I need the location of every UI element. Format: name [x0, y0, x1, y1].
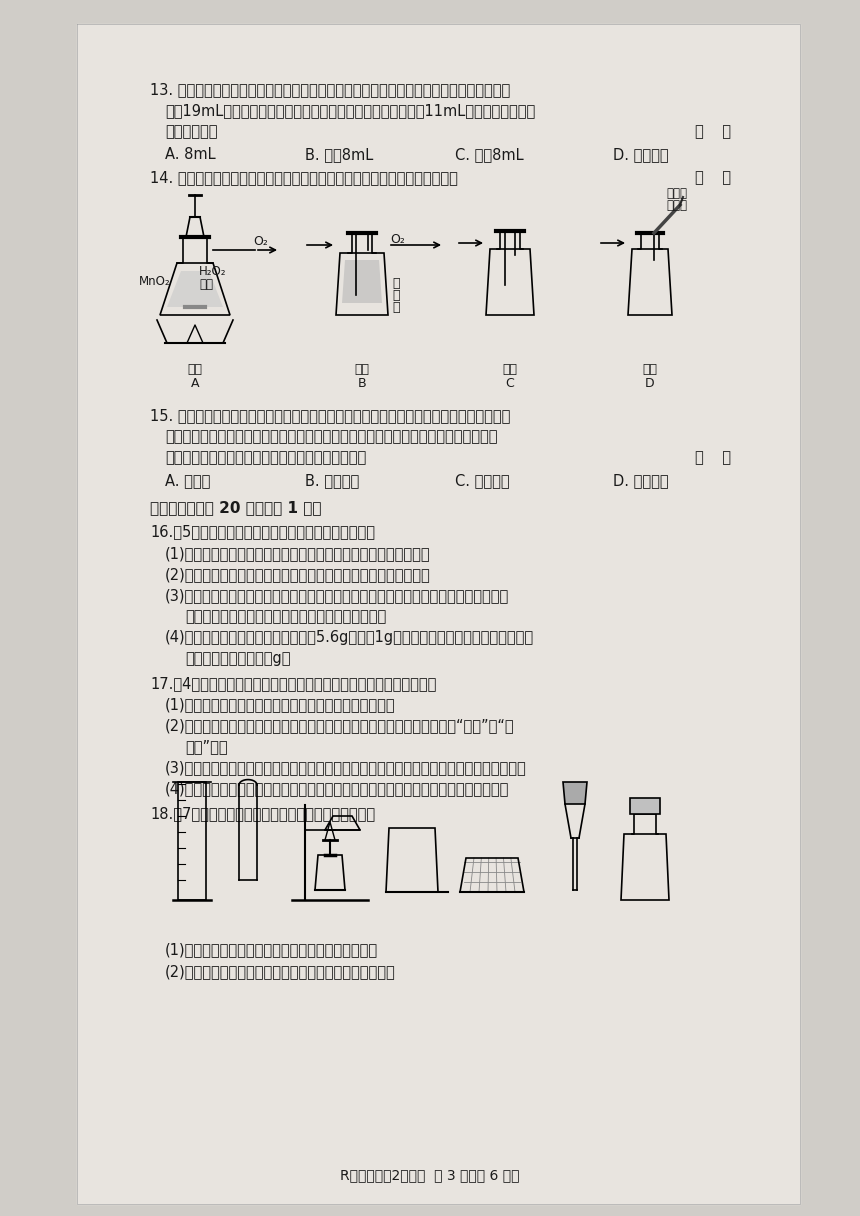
Text: A: A: [191, 377, 200, 390]
Text: 制取: 制取: [187, 364, 202, 376]
Text: (1)吸取和滴加少量液体时，需要用＿＿＿＿＿＿＿。: (1)吸取和滴加少量液体时，需要用＿＿＿＿＿＿＿。: [165, 942, 378, 957]
Polygon shape: [563, 782, 587, 804]
Text: MnO₂: MnO₂: [139, 275, 170, 288]
Text: (1)在初中化学实验中所选的托盘天平一般精确到＿＿＿＿＿＿＿；: (1)在初中化学实验中所选的托盘天平一般精确到＿＿＿＿＿＿＿；: [165, 546, 431, 561]
Text: (3)给试管中的液体加热时，应使用试管夹，试管夹应该夹在距管口约＿＿＿＿＿＿处；: (3)给试管中的液体加热时，应使用试管夹，试管夹应该夹在距管口约＿＿＿＿＿＿处；: [165, 589, 509, 603]
Text: 出水槽后再停止加热。它们的共同目的都是为了防止: 出水槽后再停止加热。它们的共同目的都是为了防止: [165, 450, 366, 465]
Text: A. 水倒流: A. 水倒流: [165, 473, 211, 488]
Text: 试管里的液体体积不超过试管容积的＿＿＿＿＿＿；: 试管里的液体体积不超过试管容积的＿＿＿＿＿＿；: [185, 609, 386, 624]
Polygon shape: [167, 271, 223, 306]
Text: 正确”）。: 正确”）。: [185, 739, 228, 754]
Text: 干燥: 干燥: [354, 364, 370, 376]
Text: D. 无法判断: D. 无法判断: [613, 147, 668, 162]
Bar: [630, 798, 660, 814]
Text: 浓: 浓: [392, 277, 400, 289]
Text: (2)向酒精灯内添加酒精，不能超过酒精灯容积的＿＿＿＿＿＿＿；: (2)向酒精灯内添加酒精，不能超过酒精灯容积的＿＿＿＿＿＿＿；: [165, 567, 431, 582]
Text: 收集: 收集: [502, 364, 518, 376]
Text: (3)因为氮气具有＿＿＿＿＿＿＿＿＿＿＿＿＿＿的性质，所以充入食品包装袋内用于防腐。: (3)因为氮气具有＿＿＿＿＿＿＿＿＿＿＿＿＿＿的性质，所以充入食品包装袋内用于防…: [165, 760, 526, 775]
Text: （    ）: （ ）: [695, 450, 731, 465]
Text: 数为19mL，倾倒出一部分液体后，又仰视凹液面最低处读数为11mL，这位同学取出的: 数为19mL，倾倒出一部分液体后，又仰视凹液面最低处读数为11mL，这位同学取出…: [165, 103, 535, 118]
Text: C. 小于8mL: C. 小于8mL: [455, 147, 524, 162]
Text: (4)菜农定期会向蔬菜大棚中补充二氧化磳，这样做有利于植物进行＿＿＿＿＿＿作用。: (4)菜农定期会向蔬菜大棚中补充二氧化磳，这样做有利于植物进行＿＿＿＿＿＿作用。: [165, 781, 509, 796]
Text: (4)小聪同学采用左码右物的方法称得5.6g食盐（1g以下用游码），则他实际称量食盐的: (4)小聪同学采用左码右物的方法称得5.6g食盐（1g以下用游码），则他实际称量…: [165, 630, 534, 644]
Text: 酸: 酸: [392, 302, 400, 314]
Text: (1)空气中稀有气体的体积分数大约为＿＿＿＿＿＿＿＿。: (1)空气中稀有气体的体积分数大约为＿＿＿＿＿＿＿＿。: [165, 697, 396, 713]
Text: 17.（4分）空气是由多种气体组成的混合物，是一种宝贵的自然资源。: 17.（4分）空气是由多种气体组成的混合物，是一种宝贵的自然资源。: [150, 676, 436, 691]
Bar: [178, 782, 206, 900]
Text: (2)用排水法收集气体时，需要用＿＿＿＿＿＿＿＿＿＿。: (2)用排水法收集气体时，需要用＿＿＿＿＿＿＿＿＿＿。: [165, 964, 396, 979]
Text: B: B: [358, 377, 366, 390]
Text: 的木条: 的木条: [666, 199, 687, 212]
Text: 二、填空题（共 20 分，每空 1 分）: 二、填空题（共 20 分，每空 1 分）: [150, 500, 322, 516]
Text: B. 大于8mL: B. 大于8mL: [305, 147, 373, 162]
Text: C. 容器破裂: C. 容器破裂: [455, 473, 510, 488]
Text: （    ）: （ ）: [695, 170, 731, 185]
Text: B. 温度过高: B. 温度过高: [305, 473, 359, 488]
Text: 硫: 硫: [392, 289, 400, 302]
Text: 带火星: 带火星: [666, 187, 687, 199]
Text: D: D: [645, 377, 654, 390]
Text: H₂O₂: H₂O₂: [199, 265, 226, 278]
Text: 在氧气中燃烧时集气瓶中要预先放入少量水；氯酸锆制氧气实验完毕后，应先将导管移: 在氧气中燃烧时集气瓶中要预先放入少量水；氯酸锆制氧气实验完毕后，应先将导管移: [165, 429, 497, 444]
Text: C: C: [506, 377, 514, 390]
Text: 溶液: 溶液: [199, 278, 213, 291]
Text: A. 8mL: A. 8mL: [165, 147, 216, 162]
Text: 液体的体积是: 液体的体积是: [165, 124, 218, 139]
Text: (2)鱼虾能在水中生存是因为氧气易溶于水，这种说法＿＿＿＿＿＿＿（填“正确”或“不: (2)鱼虾能在水中生存是因为氧气易溶于水，这种说法＿＿＿＿＿＿＿（填“正确”或“…: [165, 717, 514, 733]
Text: R九年化学（2单元）  第 3 页（共 6 页）: R九年化学（2单元） 第 3 页（共 6 页）: [341, 1169, 519, 1182]
Text: 16.（5分）根据化学操作原则，请用适当的数据填空。: 16.（5分）根据化学操作原则，请用适当的数据填空。: [150, 524, 375, 539]
Text: 13. 用量筒量取液体时，某同学操作如下：量筒放平、面对刻度，俧视液体凹液面最低处读: 13. 用量筒量取液体时，某同学操作如下：量筒放平、面对刻度，俧视液体凹液面最低…: [150, 81, 510, 97]
Text: 15. 学习化学要善于对比分析掌握异同。如：加热胆矾时，试管口要略低于试管底部；铁丝: 15. 学习化学要善于对比分析掌握异同。如：加热胆矾时，试管口要略低于试管底部；…: [150, 409, 510, 423]
Bar: [77, 24, 800, 1204]
Text: O₂: O₂: [390, 233, 405, 246]
Text: D. 反应过慢: D. 反应过慢: [613, 473, 668, 488]
Text: 14. 氧气是人类活动的必需物质之一。下列与氧气有关的实验装置图错误的是: 14. 氧气是人类活动的必需物质之一。下列与氧气有关的实验装置图错误的是: [150, 170, 458, 185]
Text: 验满: 验满: [642, 364, 658, 376]
Text: 18.（7分）将下列实验所用他器的名称填写在横线上：: 18.（7分）将下列实验所用他器的名称填写在横线上：: [150, 806, 375, 821]
Polygon shape: [342, 260, 382, 303]
Text: （    ）: （ ）: [695, 124, 731, 139]
Text: 质量为＿＿＿＿＿＿＿g；: 质量为＿＿＿＿＿＿＿g；: [185, 651, 291, 666]
Text: O₂: O₂: [253, 235, 267, 248]
